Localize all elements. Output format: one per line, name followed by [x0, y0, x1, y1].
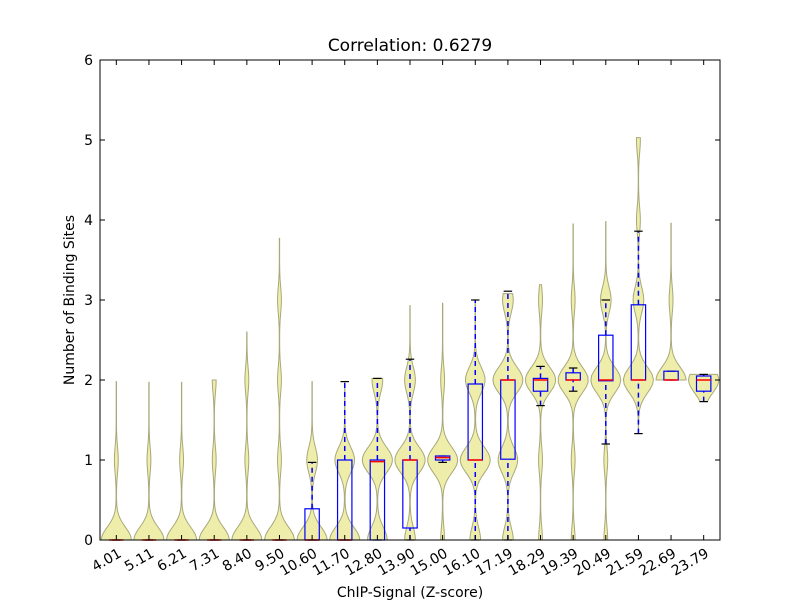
box-20.49	[598, 299, 614, 445]
x-tick-label: 8.40	[220, 546, 255, 575]
violin-9.50	[263, 237, 296, 541]
y-tick-label: 2	[84, 373, 93, 389]
violin-15.00	[427, 302, 459, 541]
violins	[100, 137, 720, 541]
violin-4.01	[100, 381, 132, 541]
iqr-box	[532, 377, 549, 392]
chart-title: Correlation: 0.6279	[328, 36, 492, 56]
x-tick-label: 23.79	[669, 546, 712, 580]
x-tick-label: 5.11	[122, 546, 157, 575]
x-axis: 4.015.116.217.318.409.5010.6011.7012.801…	[89, 60, 712, 580]
x-tick-label: 4.01	[89, 546, 124, 575]
y-axis: 0 1 2 3 4 5 6	[84, 53, 720, 549]
box-23.79	[695, 373, 712, 403]
y-tick-label: 4	[84, 213, 93, 229]
violin-10.60	[296, 381, 328, 541]
iqr-box	[695, 375, 712, 392]
box-21.59	[630, 230, 647, 435]
box-19.39	[565, 367, 581, 392]
y-tick-label: 3	[84, 293, 93, 309]
violin-17.19	[492, 293, 524, 541]
y-tick-label: 1	[84, 453, 93, 469]
violin-22.69	[655, 222, 687, 381]
y-axis-label: Number of Binding Sites	[62, 215, 78, 385]
x-tick-label: 7.31	[187, 546, 222, 575]
violin-8.40	[231, 331, 263, 541]
violin-5.11	[133, 381, 165, 541]
box-15.00	[434, 455, 451, 463]
x-tick-label: 6.21	[155, 546, 190, 575]
violin-18.29	[525, 284, 557, 541]
iqr-box	[598, 334, 614, 382]
y-tick-label: 0	[84, 533, 93, 549]
box-22.69	[663, 370, 679, 381]
x-axis-label: ChIP-Signal (Z-score)	[337, 585, 483, 600]
y-tick-label: 6	[84, 53, 93, 69]
violin-6.21	[166, 381, 198, 541]
box-17.19	[500, 290, 516, 541]
box-18.29	[532, 365, 549, 407]
y-tick-label: 5	[84, 133, 93, 149]
violin-7.31	[198, 379, 230, 541]
